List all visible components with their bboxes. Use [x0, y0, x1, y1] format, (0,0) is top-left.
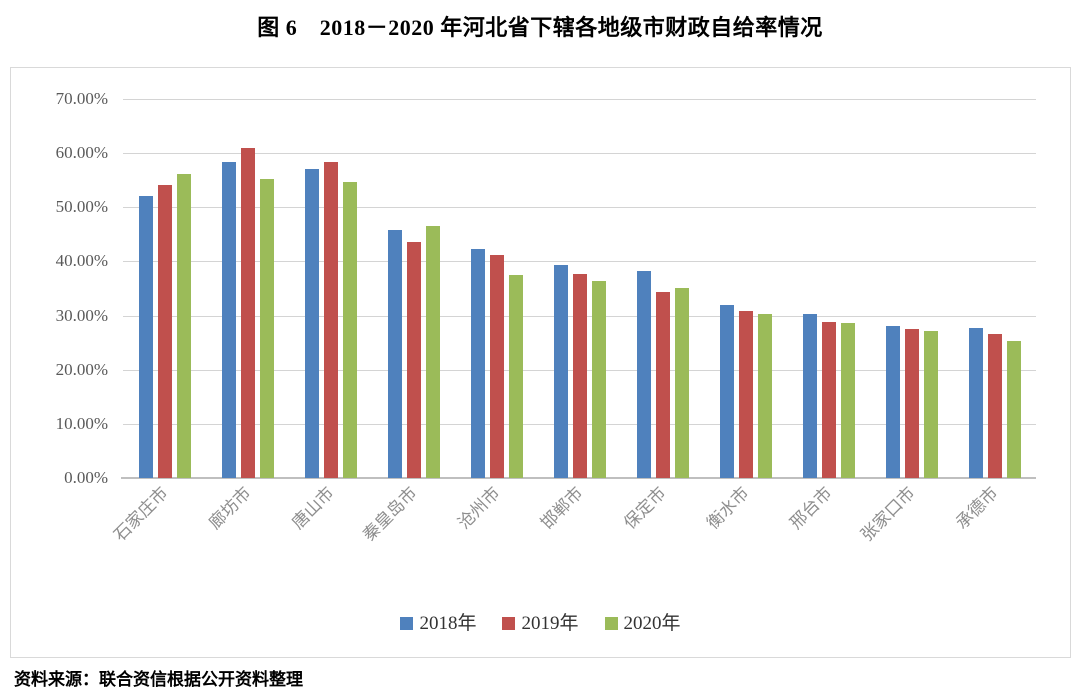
x-axis-category-label: 邯郸市: [536, 483, 587, 533]
x-axis-category-label: 廊坊市: [204, 483, 255, 533]
bar-2018年-沧州市: [470, 248, 485, 478]
bar-2020年-石家庄市: [176, 173, 191, 478]
bar-group: 邯郸市: [537, 99, 621, 533]
y-axis-tick-label: 70.00%: [55, 89, 108, 108]
bar-2020年-衡水市: [757, 313, 772, 478]
bar-group: 衡水市: [703, 99, 787, 533]
bar-2018年-邯郸市: [553, 265, 568, 478]
bar-2020年-唐山市: [342, 181, 357, 478]
x-axis-category-label: 衡水市: [702, 483, 753, 533]
bar-2018年-衡水市: [719, 304, 734, 478]
bar-group: 唐山市: [288, 99, 372, 533]
bar-2019年-唐山市: [323, 161, 338, 478]
gridline: [123, 207, 1036, 209]
bar-group: 张家口市: [857, 99, 953, 545]
bar-2019年-张家口市: [904, 329, 919, 478]
y-axis-tick-label: 20.00%: [55, 359, 108, 379]
bar-group: 保定市: [620, 99, 704, 533]
bar-2019年-石家庄市: [157, 185, 172, 478]
chart-frame: 0.00% 10.00% 20.00% 30.00% 40.00% 50.00% 60.00…: [10, 67, 1071, 658]
bar-2019年-秦皇岛市: [406, 242, 421, 478]
plot-area: 石家庄市 廊坊市 唐山市 秦皇岛市 沧州市 邯郸市 保定市 衡水市 邢台市 张家口市 承德市: [110, 99, 1036, 545]
x-axis-category-label: 保定市: [619, 483, 670, 533]
y-axis: 0.00% 10.00% 20.00% 30.00% 40.00% 50.00% 60.00…: [11, 68, 108, 657]
legend-item-2020年: 2020年: [604, 613, 681, 634]
x-axis-category-label: 石家庄市: [109, 483, 172, 545]
bar-2018年-保定市: [636, 270, 651, 478]
bar-group: 廊坊市: [205, 99, 289, 533]
bar-group: 秦皇岛市: [359, 99, 455, 545]
legend-item-2018年: 2018年: [400, 614, 476, 633]
legend-label: 2018年: [419, 613, 477, 634]
legend-swatch-2019年: [502, 617, 516, 630]
bar-2018年-秦皇岛市: [387, 230, 402, 478]
bar-2018年-张家口市: [885, 326, 900, 478]
y-axis-tick-label: 10.00%: [55, 413, 108, 433]
y-axis-tick-label: 0.00%: [64, 468, 108, 487]
y-axis-tick-label: 50.00%: [55, 197, 108, 217]
source-note: 资料来源：联合资信根据公开资料整理: [14, 670, 303, 689]
gridline: [123, 153, 1036, 155]
y-axis-tick-label: 30.00%: [55, 305, 108, 325]
bar-2020年-保定市: [674, 287, 689, 478]
bar-2018年-邢台市: [802, 313, 817, 478]
y-axis-tick-label: 40.00%: [55, 251, 108, 271]
bar-2018年-唐山市: [304, 169, 319, 478]
bar-group: 沧州市: [454, 99, 538, 533]
bar-2019年-衡水市: [738, 311, 753, 478]
x-axis-category-label: 承德市: [951, 483, 1002, 533]
legend-label: 2019年: [521, 613, 579, 634]
legend-swatch-2018年: [400, 617, 414, 630]
bar-groups: 石家庄市 廊坊市 唐山市 秦皇岛市 沧州市 邯郸市 保定市 衡水市 邢台市 张家口市 承德市: [110, 99, 1036, 545]
y-axis-tick-label: 60.00%: [55, 143, 108, 163]
bar-2020年-秦皇岛市: [425, 225, 440, 478]
x-axis-line: [121, 477, 1036, 479]
bar-2018年-廊坊市: [221, 161, 236, 478]
x-axis-category-label: 秦皇岛市: [358, 483, 421, 545]
bar-2020年-承德市: [1006, 341, 1021, 478]
gridline: [123, 99, 1036, 100]
bar-group: 石家庄市: [110, 99, 206, 545]
bar-2020年-邯郸市: [591, 280, 606, 478]
chart-title: 图 6 2018－2020 年河北省下辖各地级市财政自给率情况: [257, 15, 823, 40]
bar-2020年-张家口市: [923, 331, 938, 478]
legend-item-2019年: 2019年: [502, 613, 579, 634]
bar-2018年-承德市: [968, 328, 983, 478]
legend-label: 2020年: [623, 613, 681, 634]
bar-2019年-承德市: [987, 333, 1002, 478]
x-axis-category-label: 唐山市: [287, 483, 338, 533]
gridline: [123, 261, 1036, 263]
bar-2020年-邢台市: [840, 322, 855, 478]
bar-2019年-邢台市: [821, 321, 836, 478]
bar-2019年-沧州市: [489, 254, 504, 478]
bar-2018年-石家庄市: [138, 195, 153, 478]
x-axis-category-label: 张家口市: [856, 483, 919, 545]
bar-2019年-廊坊市: [240, 148, 255, 478]
bar-2019年-保定市: [655, 292, 670, 478]
bar-2020年-沧州市: [508, 274, 523, 478]
bar-2020年-廊坊市: [259, 179, 274, 478]
x-axis-category-label: 沧州市: [453, 483, 504, 533]
legend-swatch-2020年: [604, 617, 618, 630]
x-axis-category-label: 邢台市: [785, 483, 836, 533]
bar-2019年-邯郸市: [572, 273, 587, 478]
bar-group: 邢台市: [786, 99, 870, 533]
bar-group: 承德市: [952, 99, 1036, 533]
legend: 2018年 2019年 2020年: [11, 614, 1070, 633]
